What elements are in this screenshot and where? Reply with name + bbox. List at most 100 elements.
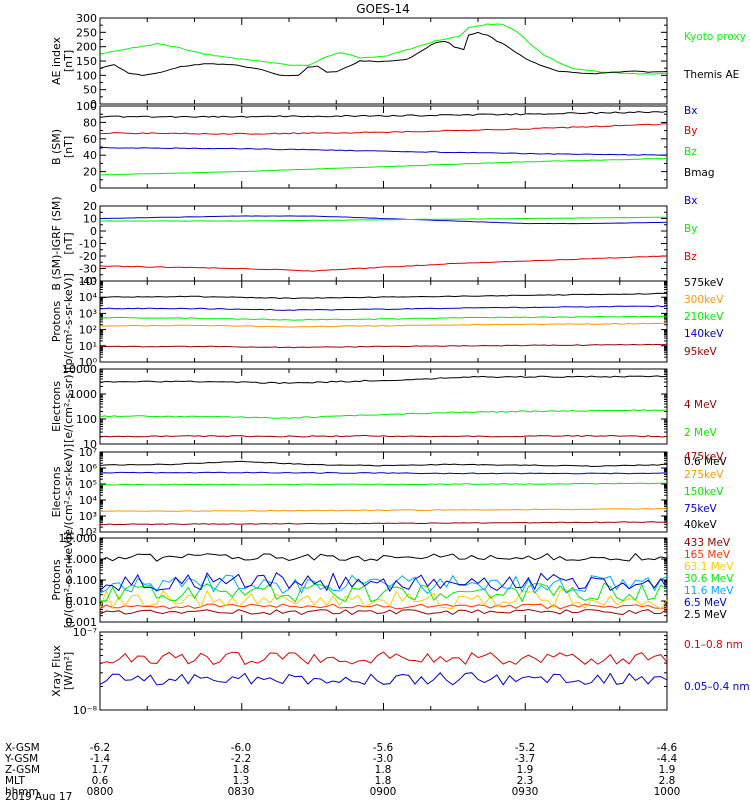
y-axis-units: [nT] — [62, 232, 75, 254]
y-axis-units: [W/m²] — [62, 652, 75, 690]
x-tick-label: -4.4 — [657, 753, 678, 765]
y-tick-label: 0 — [90, 98, 97, 111]
legend-label: Bmag — [684, 167, 715, 179]
y-tick-label: 10³ — [79, 307, 97, 320]
y-tick-label: 0 — [90, 182, 97, 195]
legend-label: 575keV — [684, 277, 724, 289]
series-line — [99, 571, 668, 593]
y-tick-label: 10⁻⁸ — [73, 704, 98, 717]
x-tick-label: -1.4 — [90, 753, 111, 765]
series-line — [99, 110, 668, 118]
y-tick-label: 0.010 — [66, 595, 98, 608]
panel-8: 10⁻⁸ 10⁻⁷ Xray Flux [W/m²] 0.1–0.8 nm 0.05–0.… — [50, 626, 750, 717]
y-tick-label: -30 — [79, 263, 97, 276]
series-line — [99, 552, 668, 562]
legend-label: Bx — [684, 195, 697, 207]
y-tick-label: 0 — [90, 225, 97, 238]
legend-label: 4 MeV — [684, 399, 718, 411]
y-tick-label: 1.000 — [66, 553, 98, 566]
series-line — [99, 507, 668, 512]
y-tick-label: 10⁵ — [79, 275, 97, 288]
legend-label: 275keV — [684, 469, 724, 481]
x-tick-label: 1.9 — [517, 764, 534, 776]
legend-label: Themis AE — [683, 69, 739, 81]
y-tick-label: -20 — [79, 250, 97, 263]
y-axis-label: Electrons — [50, 466, 63, 517]
legend-label: 300keV — [684, 294, 724, 306]
legend-label: 433 MeV — [684, 537, 731, 549]
y-tick-label: 200 — [76, 41, 97, 54]
legend-label: By — [684, 125, 697, 137]
legend-label: 2.5 MeV — [684, 609, 728, 621]
series-line — [99, 146, 668, 156]
series-line — [99, 255, 667, 272]
y-axis-label: Protons — [50, 559, 63, 600]
y-tick-label: 10000 — [62, 363, 97, 376]
x-tick-label: -2.2 — [231, 753, 252, 765]
x-tick-label: 0830 — [228, 786, 255, 798]
series-line — [99, 23, 668, 75]
y-tick-label: 10⁶ — [79, 462, 98, 475]
y-tick-label: 10⁴ — [79, 291, 98, 304]
series-line — [99, 608, 668, 616]
x-tick-label: 2.8 — [659, 775, 676, 787]
plot-title: GOES-14 — [356, 2, 410, 16]
series-line — [99, 215, 668, 225]
x-tick-label: 1.9 — [659, 764, 676, 776]
x-tick-label: 1.8 — [375, 764, 392, 776]
x-tick-label: -6.0 — [231, 742, 252, 754]
y-tick-label: 10 — [83, 438, 97, 451]
series-line — [99, 521, 668, 526]
series-line — [99, 471, 667, 475]
x-tick-label: -4.6 — [657, 742, 678, 754]
y-tick-label: 1000 — [69, 388, 97, 401]
legend-label: 30.6 MeV — [684, 573, 734, 585]
y-axis-label: B (SM)-IGRF (SM) — [50, 196, 63, 290]
y-tick-label: 150 — [76, 55, 97, 68]
series-line — [99, 574, 668, 595]
y-axis-label: AE index — [50, 36, 63, 85]
x-row-label: Y-GSM — [4, 753, 38, 765]
y-tick-label: 10² — [79, 526, 97, 539]
series-line — [99, 216, 668, 222]
series-line — [99, 460, 667, 468]
panel-6: 10² 10³ 10⁴ 10⁵ 10⁶ 10⁷ Electrons [e/(cm²-s-sr-… — [50, 444, 724, 540]
y-tick-label: 10² — [79, 324, 97, 337]
y-tick-label: 10⁴ — [79, 494, 98, 507]
series-line — [99, 322, 667, 328]
legend-label: 95keV — [684, 346, 718, 358]
y-axis-units: [p/(cm²-s-sr-keV)] — [62, 273, 75, 370]
legend-label: 63.1 MeV — [684, 561, 734, 573]
x-tick-label: 0.6 — [92, 775, 109, 787]
series-line — [99, 603, 668, 610]
legend-label: 2 MeV — [684, 427, 718, 439]
series-line — [99, 672, 668, 686]
legend-label: 165 MeV — [684, 549, 731, 561]
legend-label: 0.05–0.4 nm — [684, 681, 750, 693]
series-line — [99, 589, 668, 610]
y-tick-label: 10³ — [79, 510, 97, 523]
x-tick-label: 1000 — [654, 786, 681, 798]
y-tick-label: 80 — [83, 116, 97, 129]
x-row-label: X-GSM — [5, 742, 40, 754]
y-tick-label: 10¹ — [79, 340, 97, 353]
y-axis-units: [e/(cm²-s-sr)] — [62, 370, 75, 443]
legend-label: 0.1–0.8 nm — [684, 639, 743, 651]
series-line — [99, 315, 668, 321]
y-tick-label: 300 — [76, 12, 97, 25]
panel-5: 10 100 1000 10000 Electrons [e/(cm²-s-sr)] 4 M… — [50, 363, 728, 468]
y-tick-label: 100 — [76, 413, 97, 426]
panel-2: 0 20 40 60 80 100 B (SM) [nT] Bx By Bz Bmag — [50, 100, 715, 195]
x-tick-label: 1.8 — [233, 764, 250, 776]
x-tick-label: 1.8 — [375, 775, 392, 787]
y-tick-label: 250 — [76, 26, 97, 39]
x-tick-label: -5.2 — [515, 742, 536, 754]
y-tick-label: 10⁰ — [79, 356, 98, 369]
y-tick-label: 100 — [76, 69, 97, 82]
y-tick-label: 60 — [83, 133, 97, 146]
y-tick-label: 0.100 — [66, 574, 98, 587]
panel-frame — [99, 280, 668, 363]
series-line — [99, 651, 668, 666]
